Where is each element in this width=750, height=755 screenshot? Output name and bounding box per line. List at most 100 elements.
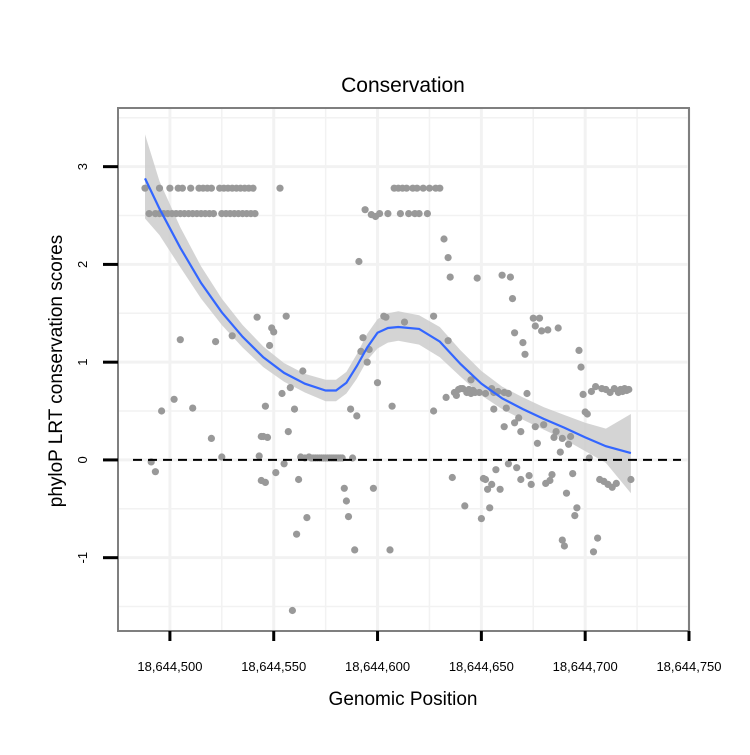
data-point [272, 469, 280, 477]
data-point [369, 484, 377, 492]
data-point [504, 389, 512, 398]
data-point [344, 513, 353, 521]
data-point [612, 479, 620, 487]
data-point [625, 385, 633, 394]
data-point [415, 210, 423, 218]
data-point [527, 480, 535, 488]
data-point [444, 337, 452, 345]
data-point [347, 405, 355, 413]
data-point [481, 475, 490, 484]
data-point [270, 328, 278, 336]
data-point [533, 439, 542, 447]
data-point [506, 273, 514, 281]
data-point [492, 466, 500, 474]
y-axis-label: phyloP LRT conservation scores [46, 235, 67, 508]
data-point [278, 389, 286, 398]
data-point [544, 326, 552, 334]
data-point [556, 448, 564, 456]
data-point [475, 388, 483, 397]
data-point [525, 472, 533, 480]
data-point [284, 428, 292, 436]
data-point [579, 390, 587, 398]
data-point [538, 327, 546, 335]
data-point [452, 391, 460, 399]
data-point [266, 341, 274, 350]
data-point [477, 515, 485, 523]
data-point [425, 184, 434, 192]
data-point [548, 471, 556, 479]
smooth-line [144, 177, 632, 455]
data-point [592, 383, 600, 391]
data-point [577, 363, 585, 371]
data-point [558, 434, 566, 442]
data-point [212, 338, 220, 346]
data-point [554, 324, 562, 332]
data-point [589, 548, 598, 556]
data-point [170, 395, 178, 403]
data-point [567, 432, 575, 441]
data-point [276, 184, 284, 192]
y-tick-label: 2 [75, 261, 90, 268]
data-point [373, 379, 382, 387]
data-point [218, 453, 226, 461]
data-point [488, 480, 496, 488]
data-point [261, 402, 269, 410]
data-point [575, 346, 583, 354]
data-point [448, 473, 456, 482]
data-point [552, 428, 560, 436]
data-point [400, 318, 409, 326]
data-point [531, 322, 539, 330]
data-point [430, 312, 438, 320]
data-point [558, 536, 566, 544]
x-axis-label: Genomic Position [329, 689, 478, 710]
data-point [517, 475, 525, 484]
data-point [529, 314, 537, 322]
data-point [405, 210, 413, 218]
chart-title: Conservation [341, 74, 465, 97]
data-point [178, 184, 186, 192]
y-tick-label: 3 [75, 163, 90, 170]
data-point [523, 389, 531, 398]
data-point [423, 210, 431, 218]
data-point [403, 184, 411, 192]
data-point [569, 470, 577, 478]
x-tick-label: 18,644,500 [137, 659, 202, 674]
data-point [141, 184, 149, 192]
data-point [286, 384, 294, 392]
data-point [342, 497, 350, 505]
data-point [571, 511, 579, 520]
data-point [504, 460, 512, 468]
data-point [388, 402, 396, 410]
data-point [481, 389, 490, 398]
data-point [587, 387, 596, 396]
data-point [440, 235, 448, 243]
data-point [510, 419, 519, 427]
data-point [540, 421, 548, 429]
data-point [355, 257, 363, 266]
data-point [583, 410, 591, 418]
y-tick-label: 0 [75, 456, 90, 463]
data-point [502, 404, 510, 412]
axes: 18,644,500 18,644,550 18,644,600 18,644,650… [75, 163, 722, 674]
data-point [461, 502, 469, 510]
data-point [357, 347, 365, 355]
scatter-points [141, 184, 635, 615]
data-point [519, 339, 527, 347]
y-tick-label: -1 [75, 552, 90, 564]
data-point [508, 295, 517, 303]
data-point [290, 405, 299, 413]
data-point [546, 476, 554, 485]
data-point [207, 184, 215, 192]
data-point [261, 478, 269, 486]
data-point [166, 184, 174, 192]
data-point [430, 407, 438, 415]
data-point [351, 546, 359, 554]
y-tick-label: 1 [75, 359, 90, 366]
data-point [293, 530, 301, 538]
data-point [158, 407, 166, 415]
data-point [228, 332, 236, 340]
data-point [498, 271, 506, 279]
data-point [263, 433, 272, 441]
